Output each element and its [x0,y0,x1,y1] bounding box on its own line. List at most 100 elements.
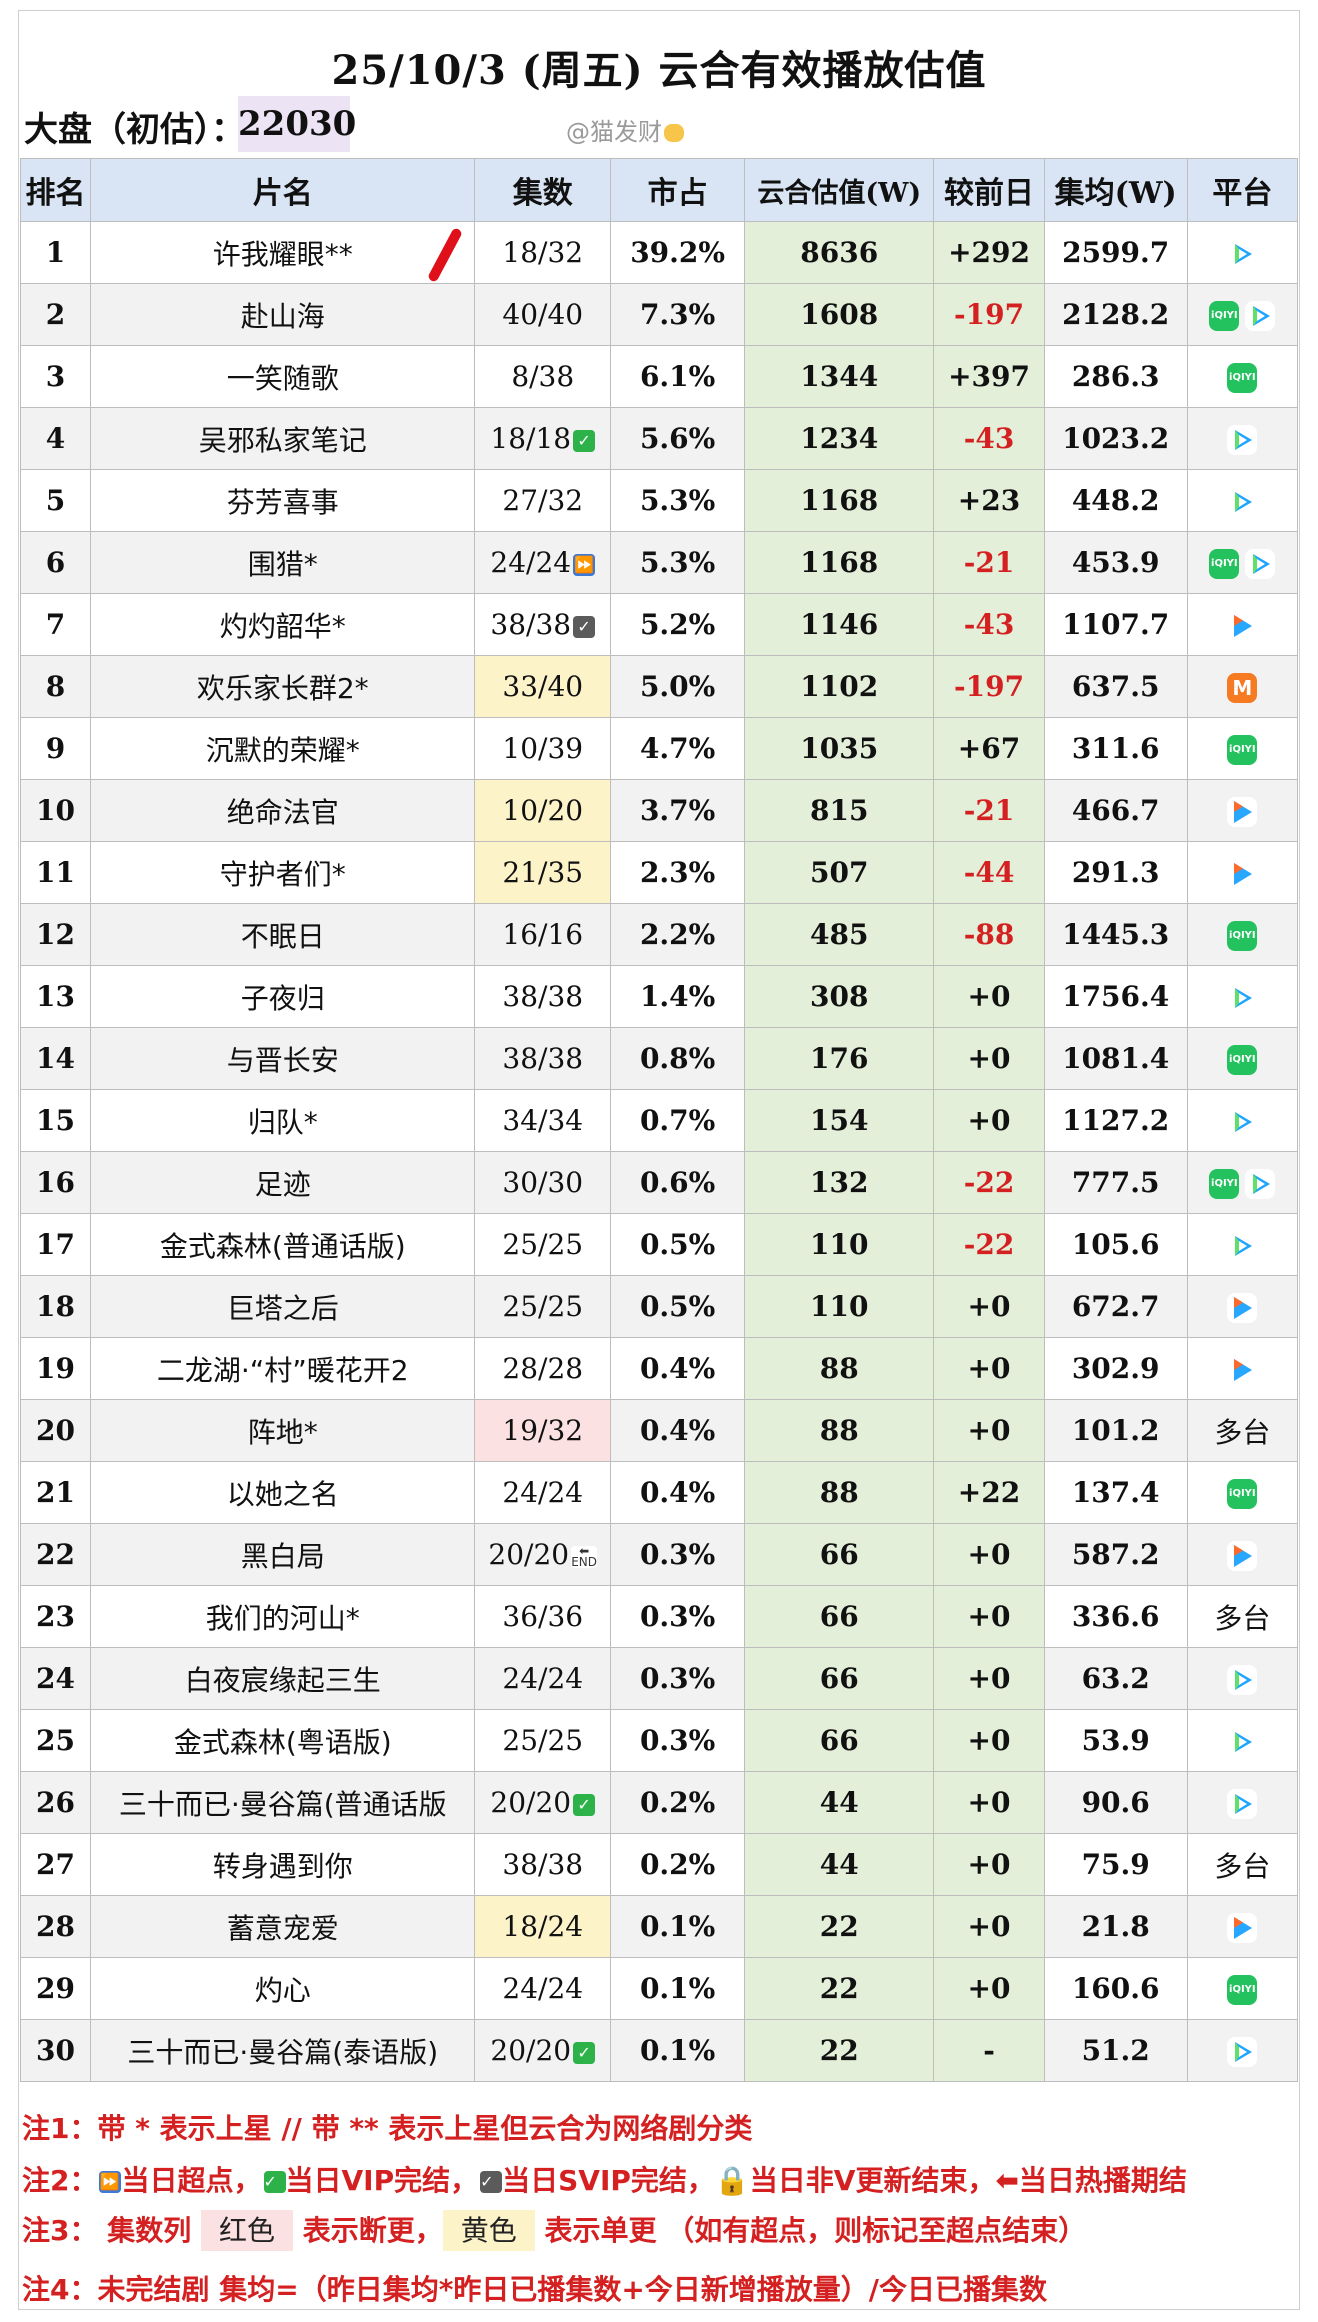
youku-icon [1227,1541,1258,1572]
header-episodes: 集数 [474,158,612,222]
share-cell: 0.1% [610,1957,746,2020]
change-cell: +0 [933,1709,1045,1772]
share-cell: 0.3% [610,1709,746,1772]
value-cell: 66 [744,1647,935,1710]
table-row: 24 白夜宸缘起三生 24/24 0.3% 66 +0 63.2 [19,1647,1299,1710]
header-avg: 集均(W) [1043,158,1188,222]
episodes-cell: 25/25 [474,1709,612,1772]
episodes-cell: 38/38 [474,965,612,1028]
rank-cell: 16 [19,1151,92,1214]
title-cell: 子夜归 [90,965,476,1028]
episodes-text: 24/24 [502,1662,584,1695]
share-cell: 5.3% [610,469,746,532]
value-cell: 176 [744,1027,935,1090]
platform-cell [1186,221,1299,284]
value-cell: 88 [744,1337,935,1400]
iqiyi-icon: iQIYI [1227,921,1258,952]
table-row: 30 三十而已·曼谷篇(泰语版) 20/20 ✓ 0.1% 22-51.2 [19,2019,1299,2082]
episodes-cell: 25/25 [474,1275,612,1338]
iqiyi-icon: iQIYI [1209,549,1240,580]
change-cell: +292 [933,221,1045,284]
value-cell: 22 [744,1957,935,2020]
watermark: @猫发财 [566,112,684,147]
table-row: 14 与晋长安 38/38 0.8% 176 +0 1081.4 iQIYI [19,1027,1299,1090]
change-cell: -43 [933,593,1045,656]
value-cell: 66 [744,1523,935,1586]
episodes-cell: 33/40 [474,655,612,718]
episodes-cell: 24/24 [474,1461,612,1524]
value-cell: 1146 [744,593,935,656]
change-cell: -21 [933,531,1045,594]
fast-forward-icon: ⏩ [573,553,596,576]
table-row: 2 赴山海 40/40 7.3% 1608 -197 2128.2 iQIYI [19,283,1299,346]
value-cell: 485 [744,903,935,966]
value-cell: 88 [744,1399,935,1462]
episodes-cell: 18/24 [474,1895,612,1958]
platform-cell: 多台 [1186,1585,1299,1648]
note-2-a: 当日超点， [121,2164,262,2197]
share-cell: 0.4% [610,1461,746,1524]
table-row: 19 二龙湖·“村”暖花开2 28/28 0.4% 88 +0 302.9 [19,1337,1299,1400]
rank-cell: 10 [19,779,92,842]
tencent-video-icon [1227,2037,1258,2068]
change-cell: -88 [933,903,1045,966]
tencent-video-icon [1227,425,1258,456]
rank-cell: 29 [19,1957,92,2020]
rank-cell: 25 [19,1709,92,1772]
note-4: 注4：未完结剧 集均=（昨日集均*昨日已播集数+今日新增播放量）/今日已播集数 [22,2268,1047,2308]
title-cell: 足迹 [90,1151,476,1214]
avg-cell: 1756.4 [1043,965,1188,1028]
platform-cell: iQIYI [1186,717,1299,780]
share-cell: 0.5% [610,1275,746,1338]
title-cell: 三十而已·曼谷篇(普通话版 [90,1771,476,1834]
rank-cell: 7 [19,593,92,656]
table-row: 3 一笑随歌 8/38 6.1% 1344 +397 286.3 iQIYI [19,345,1299,408]
episodes-text: 28/28 [502,1352,584,1385]
table-row: 22 黑白局 20/20 ⬅ END 0.3% 66 +0 587.2 [19,1523,1299,1586]
avg-cell: 75.9 [1043,1833,1188,1896]
mango-tv-icon: M [1227,673,1258,704]
svip-check-icon: ✓ [480,2171,503,2193]
share-cell: 39.2% [610,221,746,284]
value-cell: 1035 [744,717,935,780]
check-icon: ✓ [263,2171,286,2193]
change-cell: +397 [933,345,1045,408]
header-rank: 排名 [19,158,92,222]
iqiyi-icon: iQIYI [1227,1479,1258,1510]
change-cell: -197 [933,283,1045,346]
header-share: 市占 [610,158,746,222]
episodes-text: 25/25 [502,1228,584,1261]
avg-cell: 1023.2 [1043,407,1188,470]
share-cell: 0.2% [610,1771,746,1834]
table-row: 11 守护者们* 21/35 2.3% 507 -44 291.3 [19,841,1299,904]
rank-cell: 1 [19,221,92,284]
rank-cell: 14 [19,1027,92,1090]
share-cell: 3.7% [610,779,746,842]
tencent-video-icon [1245,1169,1276,1200]
table-row: 5 芬芳喜事 27/32 5.3% 1168 +23 448.2 [19,469,1299,532]
platform-cell: iQIYI [1186,1957,1299,2020]
table-row: 6 围猎* 24/24 ⏩ 5.3% 1168 -21 453.9 iQIYI [19,531,1299,594]
change-cell: +67 [933,717,1045,780]
page-frame [18,10,1300,2310]
platform-cell [1186,407,1299,470]
avg-cell: 160.6 [1043,1957,1188,2020]
page-title: 25/10/3 (周五) 云合有效播放估值 [331,47,987,94]
table-row: 25 金式森林(粤语版) 25/25 0.3% 66 +0 53.9 [19,1709,1299,1772]
share-cell: 0.1% [610,2019,746,2082]
iqiyi-icon: iQIYI [1227,1975,1258,2006]
table-row: 20 阵地* 19/32 0.4% 88 +0 101.2 多台 [19,1399,1299,1462]
episodes-text: 38/38 [502,1042,584,1075]
rank-cell: 28 [19,1895,92,1958]
note-3-tail: 表示单更 （如有超点，则标记至超点结束） [534,2214,1087,2247]
episodes-text: 36/36 [502,1600,584,1633]
share-cell: 1.4% [610,965,746,1028]
platform-text: 多台 [1214,1601,1271,1635]
avg-cell: 2128.2 [1043,283,1188,346]
episodes-cell: 38/38 ✓ [474,593,612,656]
table-row: 12 不眠日 16/16 2.2% 485 -88 1445.3 iQIYI [19,903,1299,966]
title-cell: 欢乐家长群2* [90,655,476,718]
table-row: 10 绝命法官 10/20 3.7% 815 -21 466.7 [19,779,1299,842]
note-3-red-sample: 红色 [200,2210,293,2251]
title-cell: 黑白局 [90,1523,476,1586]
